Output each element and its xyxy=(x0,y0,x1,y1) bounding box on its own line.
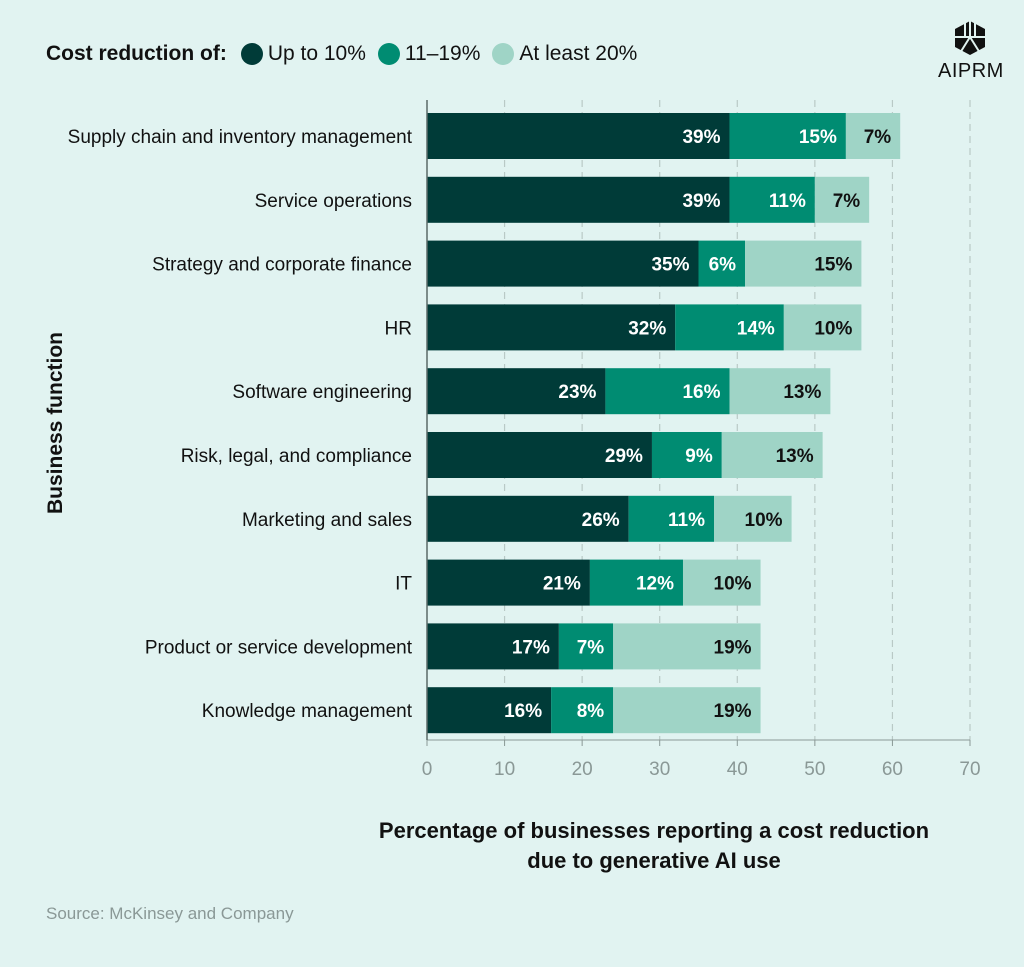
bar-segment xyxy=(729,113,846,159)
legend-swatch xyxy=(377,43,400,65)
data-label: 29% xyxy=(605,446,643,467)
legend-label: At least 20% xyxy=(519,42,638,65)
legend-item: At least 20% xyxy=(492,42,637,66)
bar-segment xyxy=(651,432,722,478)
bar-segment xyxy=(427,113,730,159)
bar-segment xyxy=(427,176,730,223)
legend-item: Up to 10% xyxy=(240,42,366,66)
x-tick-label: 70 xyxy=(959,759,980,780)
x-tick-label: 20 xyxy=(572,759,593,780)
bar-segment xyxy=(628,495,715,542)
data-label: 13% xyxy=(776,446,814,467)
bar-segment xyxy=(427,368,606,415)
data-label: 7% xyxy=(833,191,861,212)
x-tick-label: 10 xyxy=(494,759,515,780)
bar-segment xyxy=(551,687,614,734)
bar-segment xyxy=(613,623,761,670)
bar-segment xyxy=(814,176,870,223)
category-label: Risk, legal, and compliance xyxy=(181,446,412,467)
data-label: 10% xyxy=(814,318,852,339)
x-tick-label: 0 xyxy=(422,759,433,780)
bar-segment xyxy=(845,113,901,159)
legend-item: 11–19% xyxy=(377,42,481,66)
data-label: 26% xyxy=(582,510,620,531)
bar-segment xyxy=(729,368,831,415)
bar-segment xyxy=(558,623,614,670)
data-label: 39% xyxy=(682,191,720,212)
category-label: HR xyxy=(385,318,412,339)
bar-segment xyxy=(745,240,862,287)
data-label: 13% xyxy=(783,382,821,403)
x-tick-label: 50 xyxy=(804,759,825,780)
bar-segment xyxy=(714,495,792,542)
x-tick-label: 40 xyxy=(727,759,748,780)
category-label: Marketing and sales xyxy=(242,510,412,531)
data-label: 16% xyxy=(504,701,542,722)
category-label: Software engineering xyxy=(232,382,412,403)
bar-segment xyxy=(427,304,676,351)
data-label: 11% xyxy=(668,510,705,531)
data-label: 23% xyxy=(558,382,596,403)
data-label: 7% xyxy=(577,637,605,658)
data-label: 10% xyxy=(745,510,783,531)
data-label: 19% xyxy=(714,701,752,722)
bar-segment xyxy=(682,559,761,606)
bar-segment xyxy=(613,687,761,734)
bar-segment xyxy=(427,623,559,670)
legend-title: Cost reduction of: xyxy=(46,42,227,65)
data-label: 15% xyxy=(799,127,837,148)
bar-segment xyxy=(721,432,823,478)
logo-text: AIPRM xyxy=(938,60,1004,82)
bar-segment xyxy=(427,495,629,542)
legend-swatch xyxy=(240,43,263,65)
aiprm-logo-icon xyxy=(955,21,985,55)
data-label: 12% xyxy=(636,574,674,595)
bar-segment xyxy=(589,559,683,606)
data-label: 9% xyxy=(685,446,713,467)
data-label: 39% xyxy=(682,127,720,148)
bar-segment xyxy=(698,240,746,287)
data-label: 11% xyxy=(769,191,806,212)
data-label: 16% xyxy=(682,382,720,403)
legend-label: 11–19% xyxy=(404,42,481,65)
category-label: IT xyxy=(395,574,412,595)
y-axis-label: Business function xyxy=(44,331,67,515)
x-tick-label: 60 xyxy=(882,759,903,780)
category-label: Product or service development xyxy=(145,637,413,658)
bar-segment xyxy=(427,687,552,734)
bar-segment xyxy=(427,240,699,287)
data-label: 32% xyxy=(628,318,666,339)
data-label: 8% xyxy=(577,701,605,722)
bar-segment xyxy=(729,176,815,223)
bar-segment xyxy=(427,432,652,478)
data-label: 7% xyxy=(864,127,892,148)
bar-segment xyxy=(605,368,730,415)
legend-swatch xyxy=(492,43,515,65)
x-axis-label: Percentage of businesses reporting a cos… xyxy=(378,818,930,873)
data-label: 6% xyxy=(709,255,737,276)
data-label: 15% xyxy=(814,255,852,276)
legend-label: Up to 10% xyxy=(267,42,366,65)
category-label: Knowledge management xyxy=(202,701,413,722)
category-label: Service operations xyxy=(255,191,412,212)
data-label: 35% xyxy=(651,255,689,276)
bar-segment xyxy=(783,304,862,351)
data-label: 17% xyxy=(512,637,550,658)
x-tick-label: 30 xyxy=(649,759,670,780)
category-label: Strategy and corporate finance xyxy=(152,255,412,276)
data-label: 19% xyxy=(714,637,752,658)
data-label: 10% xyxy=(714,574,752,595)
bar-segment xyxy=(675,304,784,351)
source-note: Source: McKinsey and Company xyxy=(46,904,294,923)
aiprm-logo: AIPRM xyxy=(938,20,1004,83)
data-label: 21% xyxy=(543,574,581,595)
data-label: 14% xyxy=(737,318,775,339)
legend: Cost reduction of: Up to 10% 11–19% At l… xyxy=(46,42,649,66)
category-label: Supply chain and inventory management xyxy=(68,127,413,148)
bar-segment xyxy=(427,559,590,606)
